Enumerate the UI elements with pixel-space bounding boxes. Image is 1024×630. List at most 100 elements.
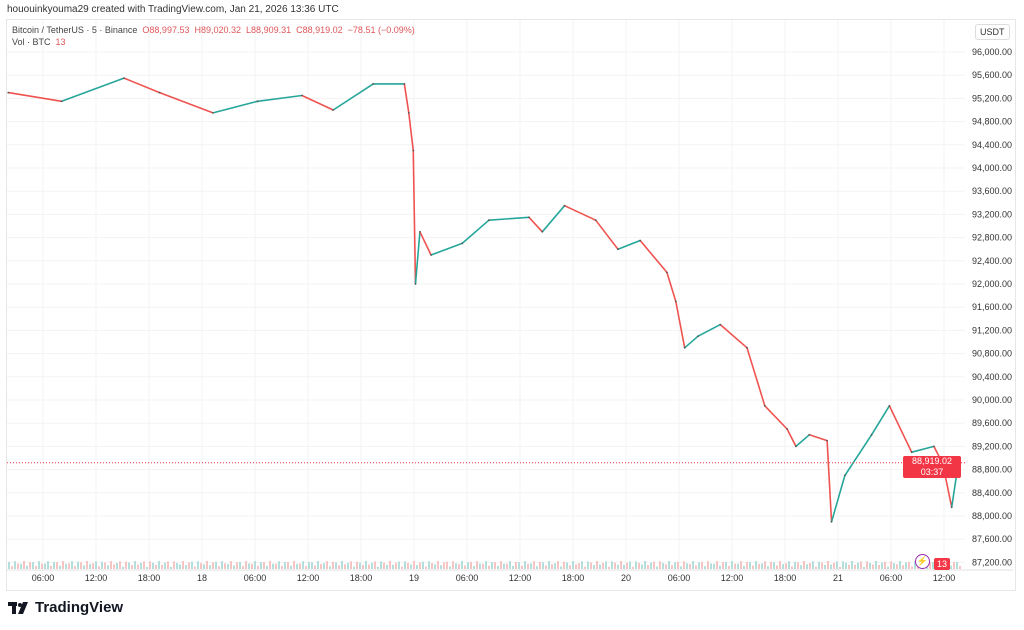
volume-bar [422, 561, 424, 569]
volume-bar [512, 565, 514, 569]
volume-bar [170, 566, 172, 569]
volume-bar [101, 561, 103, 569]
volume-bar [308, 561, 310, 569]
volume-bar [284, 561, 286, 569]
volume-bar [137, 564, 139, 569]
volume-bar [353, 566, 355, 569]
volume-bar [233, 565, 235, 569]
volume-label[interactable]: Vol · BTC [12, 37, 51, 47]
volume-bar [905, 562, 907, 569]
currency-button[interactable]: USDT [975, 24, 1010, 40]
volume-bar [374, 561, 376, 569]
volume-bar [467, 562, 469, 569]
price-segment [419, 231, 432, 256]
high-value: H89,020.32 [194, 25, 242, 35]
lightning-icon[interactable]: ⚡ [915, 554, 930, 569]
volume-bar [680, 566, 682, 569]
volume-bar [692, 561, 694, 569]
volume-bar [107, 565, 109, 569]
price-point [786, 428, 788, 430]
volume-bar [335, 562, 337, 569]
volume-bar [503, 563, 505, 569]
volume-bar [539, 561, 541, 569]
volume-bar [641, 564, 643, 569]
volume-bar [833, 562, 835, 569]
price-point [414, 283, 417, 285]
volume-bar [197, 561, 199, 569]
price-point [844, 474, 846, 477]
volume-bar [695, 565, 697, 569]
volume-bar [113, 564, 115, 569]
volume-bar [92, 563, 94, 569]
volume-value: 13 [55, 37, 66, 47]
volume-bar [341, 561, 343, 569]
volume-bar [209, 565, 211, 569]
volume-bar [287, 562, 289, 569]
volume-bar [380, 561, 382, 569]
price-point [826, 439, 828, 442]
price-segment [430, 242, 463, 256]
x-tick-label: 06:00 [456, 573, 479, 583]
volume-bar [836, 561, 838, 569]
volume-bar [128, 562, 130, 569]
volume-bar [653, 561, 655, 569]
volume-bar [122, 566, 124, 569]
last-price-tag: 88,919.02 03:37 [903, 456, 961, 478]
volume-bar [536, 566, 538, 569]
volume-bar [410, 564, 412, 569]
volume-bar [479, 563, 481, 569]
volume-bar [575, 564, 577, 569]
volume-bar [395, 562, 397, 569]
symbol-name[interactable]: Bitcoin / TetherUS · 5 · Binance [12, 25, 138, 35]
volume-bar [200, 563, 202, 569]
volume-bar [863, 566, 865, 569]
volume-bar [146, 566, 148, 569]
x-tick-label: 06:00 [32, 573, 55, 583]
volume-bar [623, 564, 625, 569]
price-point [719, 323, 722, 326]
volume-bar [650, 562, 652, 569]
volume-bar [932, 561, 934, 569]
volume-bar [899, 561, 901, 569]
price-point [746, 346, 748, 349]
volume-bar [497, 565, 499, 569]
volume-bar [515, 561, 517, 569]
volume-bar [98, 566, 100, 569]
volume-bar [803, 561, 805, 569]
x-tick-label: 12:00 [509, 573, 532, 583]
volume-bar [272, 563, 274, 569]
volume-bar [188, 562, 190, 569]
volume-bar [677, 561, 679, 569]
volume-bar [788, 561, 790, 569]
x-tick-label: 12:00 [85, 573, 108, 583]
volume-bar [752, 565, 754, 569]
volume-bar [602, 562, 604, 569]
volume-bar [278, 561, 280, 569]
volume-bar [956, 561, 958, 569]
volume-bar [800, 565, 802, 569]
volume-bar [437, 561, 439, 569]
volume-bar [557, 561, 559, 569]
price-point [158, 91, 161, 94]
volume-bar [506, 563, 508, 569]
volume-bar [671, 565, 673, 569]
volume-bar [152, 562, 154, 569]
volume-bar [533, 561, 535, 569]
y-tick-label: 95,600.00 [972, 70, 1012, 80]
volume-bar [842, 561, 844, 569]
volume-bar [872, 564, 874, 569]
price-point [419, 230, 421, 233]
volume-bar [224, 563, 226, 569]
y-tick-label: 88,000.00 [972, 511, 1012, 521]
volume-bar [185, 564, 187, 569]
volume-bar [59, 565, 61, 569]
volume-bar [329, 566, 331, 569]
volume-bar [44, 563, 46, 569]
volume-bar [611, 561, 613, 569]
volume-bar [191, 561, 193, 569]
price-point [430, 254, 432, 256]
volume-bar [377, 566, 379, 569]
price-segment [461, 219, 490, 245]
price-point [528, 216, 530, 219]
